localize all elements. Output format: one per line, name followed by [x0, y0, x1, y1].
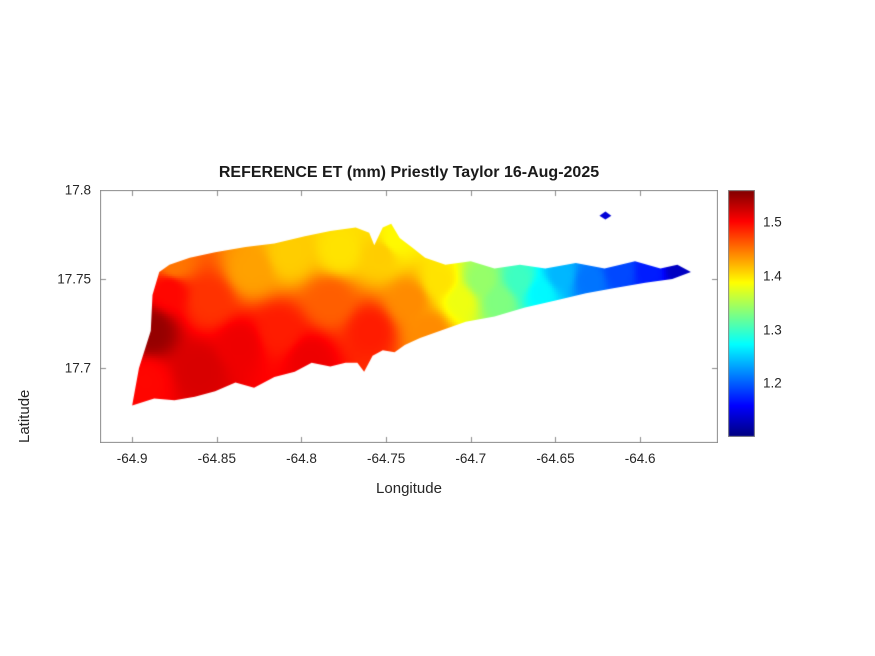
- colorbar-tick-label: 1.4: [763, 268, 782, 284]
- chart-title: REFERENCE ET (mm) Priestly Taylor 16-Aug…: [218, 164, 600, 181]
- x-tick-label: -64.7: [455, 451, 487, 466]
- plot-canvas: [100, 190, 718, 443]
- y-tick-label: 17.75: [57, 271, 91, 287]
- colorbar-tick-label: 1.3: [763, 322, 782, 338]
- x-tick-label: -64.8: [286, 451, 317, 466]
- y-axis-label: Latitude: [16, 389, 33, 443]
- x-tick-label: -64.6: [624, 451, 656, 466]
- colorbar-tick-label: 1.5: [763, 214, 782, 230]
- x-tick-label: -64.85: [197, 451, 236, 466]
- x-tick-label: -64.65: [536, 451, 575, 466]
- x-tick-label: -64.75: [367, 451, 406, 466]
- x-tick-label: -64.9: [116, 451, 148, 466]
- colorbar-tick-label: 1.2: [763, 375, 782, 391]
- colorbar-canvas: [728, 190, 755, 437]
- y-tick-label: 17.8: [64, 182, 91, 198]
- y-tick-label: 17.7: [64, 360, 91, 376]
- x-axis-label: Longitude: [376, 480, 442, 497]
